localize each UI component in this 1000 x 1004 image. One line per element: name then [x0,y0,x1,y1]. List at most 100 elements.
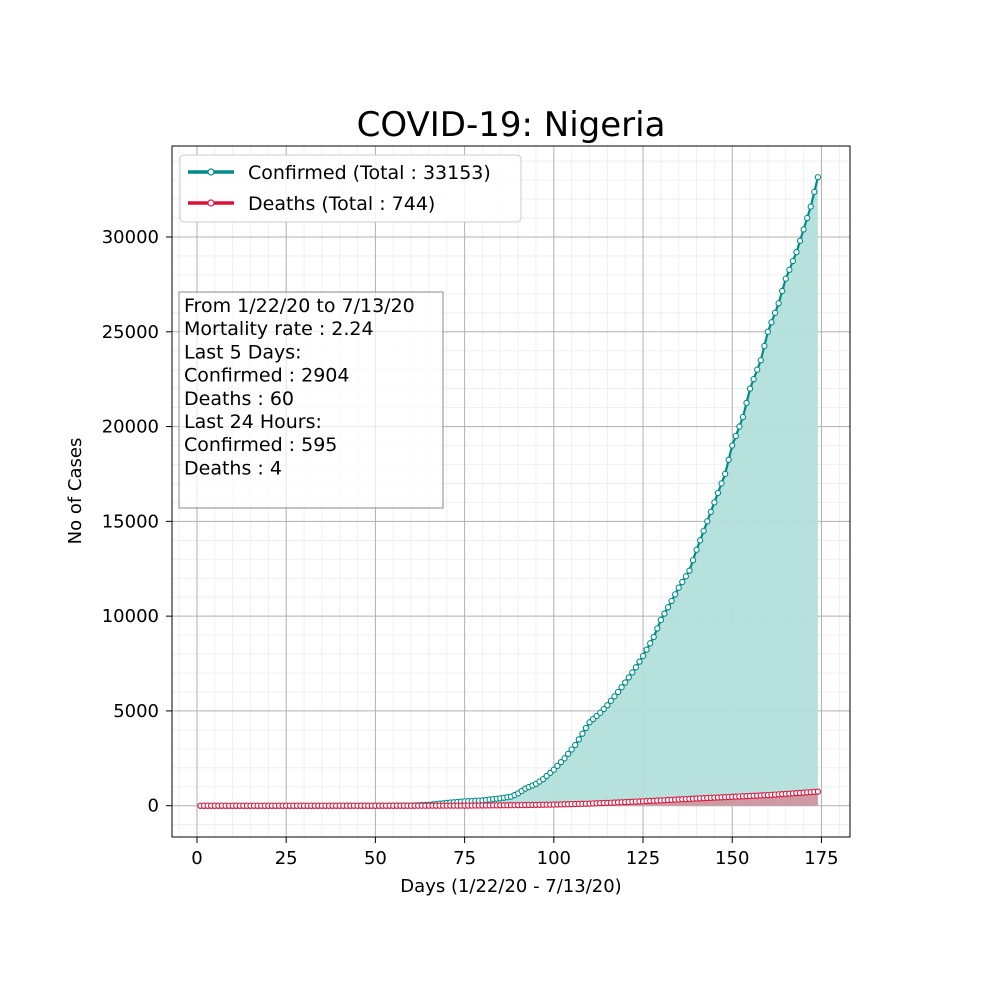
area-confirmed [200,177,818,806]
series-layer [197,174,822,809]
point-confirmed [679,578,686,586]
legend-box [179,154,522,223]
point-confirmed [804,214,811,222]
annotation-line: Mortality rate : 2.24 [184,318,374,340]
point-confirmed [632,664,640,671]
annotation-line: Deaths : 4 [184,457,282,479]
point-confirmed [661,610,668,617]
x-tick-label: 175 [804,848,838,869]
stats-annotation: From 1/22/20 to 7/13/20 Mortality rate :… [178,291,444,509]
point-confirmed [732,432,739,440]
x-tick-label: 100 [537,848,571,869]
plot-frame [171,145,851,838]
point-confirmed [643,646,650,653]
y-tick-label: 25000 [102,322,159,343]
point-confirmed [554,762,561,770]
point-confirmed [675,584,682,591]
point-confirmed [614,688,622,696]
point-confirmed [750,376,757,383]
point-confirmed [764,328,772,335]
legend-marker-confirmed [207,168,215,176]
point-confirmed [636,658,643,665]
point-confirmed [647,640,654,647]
point-confirmed [607,697,615,704]
point-confirmed [639,652,647,660]
x-tick-label: 0 [191,848,202,869]
point-confirmed [572,741,579,749]
point-confirmed [557,758,565,766]
point-confirmed [775,300,782,307]
point-confirmed [693,546,700,553]
legend-marker-deaths [207,199,215,207]
y-tick-label: 5000 [113,701,159,722]
point-confirmed [564,750,572,758]
point-confirmed [568,746,575,753]
point-confirmed [754,366,761,373]
x-tick-label: 25 [275,848,298,869]
point-confirmed [743,399,750,407]
y-axis-label: No of Cases [65,438,86,545]
y-tick-label: 15000 [102,511,159,532]
point-confirmed [729,442,736,449]
point-confirmed [779,287,786,295]
annotation-line: From 1/22/20 to 7/13/20 [184,295,415,317]
point-confirmed [757,357,764,364]
x-tick-label: 150 [715,848,749,869]
point-confirmed [814,174,822,181]
point-confirmed [582,724,590,732]
point-confirmed [714,489,722,497]
y-tick-label: 0 [148,796,159,817]
legend-label-deaths: Deaths (Total : 744) [248,193,435,215]
y-tick-label: 10000 [102,606,159,627]
point-confirmed [622,679,629,686]
point-confirmed [575,736,582,743]
chart-title: COVID-19: Nigeria [357,105,666,145]
point-confirmed [707,508,714,516]
point-confirmed [682,573,689,580]
annotation-line: Confirmed : 595 [184,434,337,456]
point-confirmed [746,385,754,392]
annotation-line: Last 5 Days: [184,341,302,363]
point-deaths [814,788,822,795]
annotation-line: Confirmed : 2904 [184,365,349,387]
point-confirmed [654,625,661,632]
point-confirmed [796,237,804,244]
point-confirmed [811,188,818,196]
point-confirmed [650,633,657,641]
point-confirmed [768,319,775,326]
point-confirmed [761,342,768,350]
point-confirmed [686,567,693,574]
annotation-box [178,291,444,509]
point-confirmed [704,518,711,525]
x-tick-label: 50 [364,848,387,869]
annotation-line: Deaths : 60 [184,388,294,410]
point-confirmed [736,423,743,430]
x-axis-label: Days (1/22/20 - 7/13/20) [400,876,621,897]
point-confirmed [550,766,557,773]
point-confirmed [725,456,732,463]
annotation-line: Last 24 Hours: [184,411,322,433]
point-confirmed [771,309,779,316]
point-confirmed [625,674,632,681]
point-confirmed [618,684,625,691]
point-confirmed [664,604,672,611]
point-confirmed [700,527,707,534]
point-confirmed [689,557,697,564]
axes-layer: 0 25 50 75 100 125 150 175 0 5000 10000 15000 20000 2… [102,227,839,869]
y-tick-label: 30000 [102,227,159,248]
point-confirmed [600,705,607,713]
point-confirmed [739,413,747,421]
point-confirmed [611,693,618,700]
point-confirmed [597,709,604,716]
point-confirmed [672,591,679,598]
point-confirmed [718,480,725,487]
point-confirmed [579,730,586,737]
point-confirmed [657,616,665,624]
point-confirmed [786,266,793,273]
x-tick-label: 75 [453,848,476,869]
point-confirmed [561,755,568,762]
x-tick-label: 125 [626,848,660,869]
legend-label-confirmed: Confirmed (Total : 33153) [248,162,491,184]
